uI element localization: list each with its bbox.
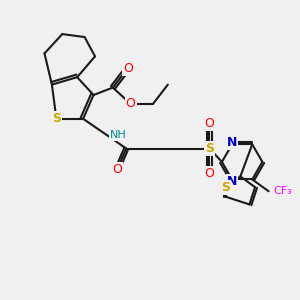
Text: S: S: [221, 181, 230, 194]
Text: O: O: [205, 167, 214, 180]
Text: O: O: [205, 117, 214, 130]
Text: N: N: [227, 175, 237, 188]
Text: CF₃: CF₃: [273, 186, 292, 196]
Text: O: O: [123, 62, 133, 75]
Text: O: O: [126, 98, 136, 110]
Text: S: S: [205, 142, 214, 155]
Text: N: N: [227, 136, 237, 148]
Text: S: S: [52, 112, 61, 125]
Text: O: O: [112, 163, 122, 176]
Text: NH: NH: [110, 130, 127, 140]
